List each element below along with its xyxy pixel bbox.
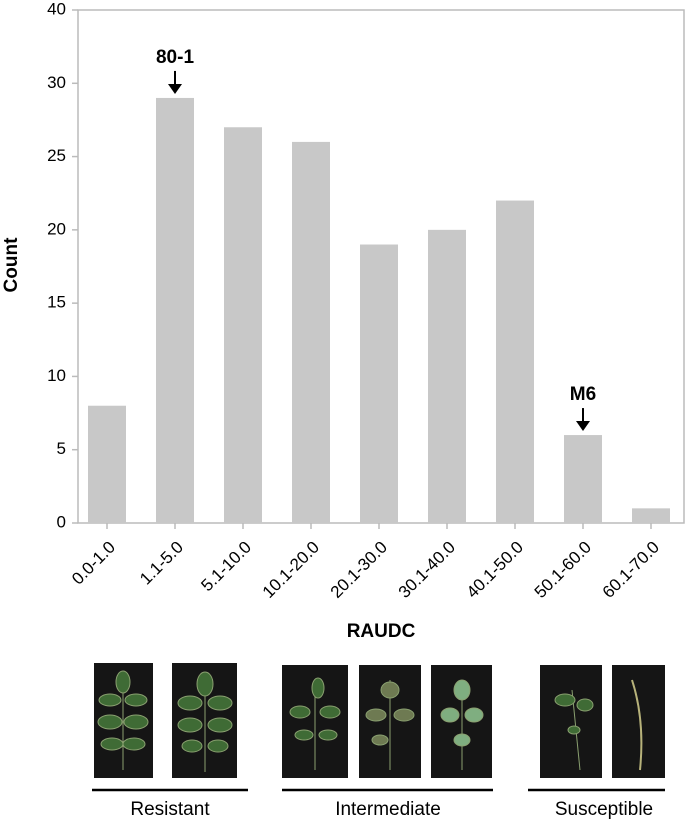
- y-tick-label: 30: [47, 73, 66, 92]
- annotation-arrowhead: [168, 83, 182, 94]
- bar: [88, 405, 126, 523]
- photo: [612, 665, 665, 778]
- bar: [496, 200, 534, 524]
- y-axis-title: Count: [1, 237, 22, 293]
- y-tick-label: 10: [47, 366, 66, 385]
- bar: [292, 141, 330, 523]
- y-tick-label: 0: [57, 512, 66, 531]
- x-tick-label: 10.1-20.0: [259, 538, 323, 602]
- annotation: M6: [570, 384, 596, 405]
- x-tick-label: 30.1-40.0: [395, 538, 459, 602]
- group-label: Resistant: [130, 799, 210, 820]
- bar: [360, 244, 398, 523]
- x-tick-label: 50.1-60.0: [531, 538, 595, 602]
- bar: [632, 508, 670, 523]
- y-tick-label: 25: [47, 146, 66, 165]
- bar: [428, 229, 466, 523]
- y-tick-label: 15: [47, 293, 66, 312]
- x-tick-label: 0.0-1.0: [68, 538, 119, 589]
- x-tick-label: 40.1-50.0: [463, 538, 527, 602]
- leaves: [97, 670, 643, 772]
- x-axis-title: RAUDC: [347, 621, 416, 642]
- group-label: Intermediate: [335, 799, 441, 820]
- photo: [540, 665, 602, 778]
- bar: [156, 97, 194, 523]
- annotation: 80-1: [156, 47, 194, 68]
- x-tick-label: 5.1-10.0: [197, 538, 255, 596]
- x-tick-label: 60.1-70.0: [599, 538, 663, 602]
- annotation-arrowhead: [576, 421, 590, 432]
- y-tick-label: 5: [57, 439, 66, 458]
- y-tick-label: 20: [47, 219, 66, 238]
- x-tick-label: 1.1-5.0: [136, 538, 187, 589]
- photos: [94, 663, 665, 778]
- bar: [224, 127, 262, 523]
- bar: [564, 435, 602, 523]
- y-tick-label: 40: [47, 0, 66, 18]
- group-label: Susceptible: [555, 799, 653, 820]
- x-tick-label: 20.1-30.0: [327, 538, 391, 602]
